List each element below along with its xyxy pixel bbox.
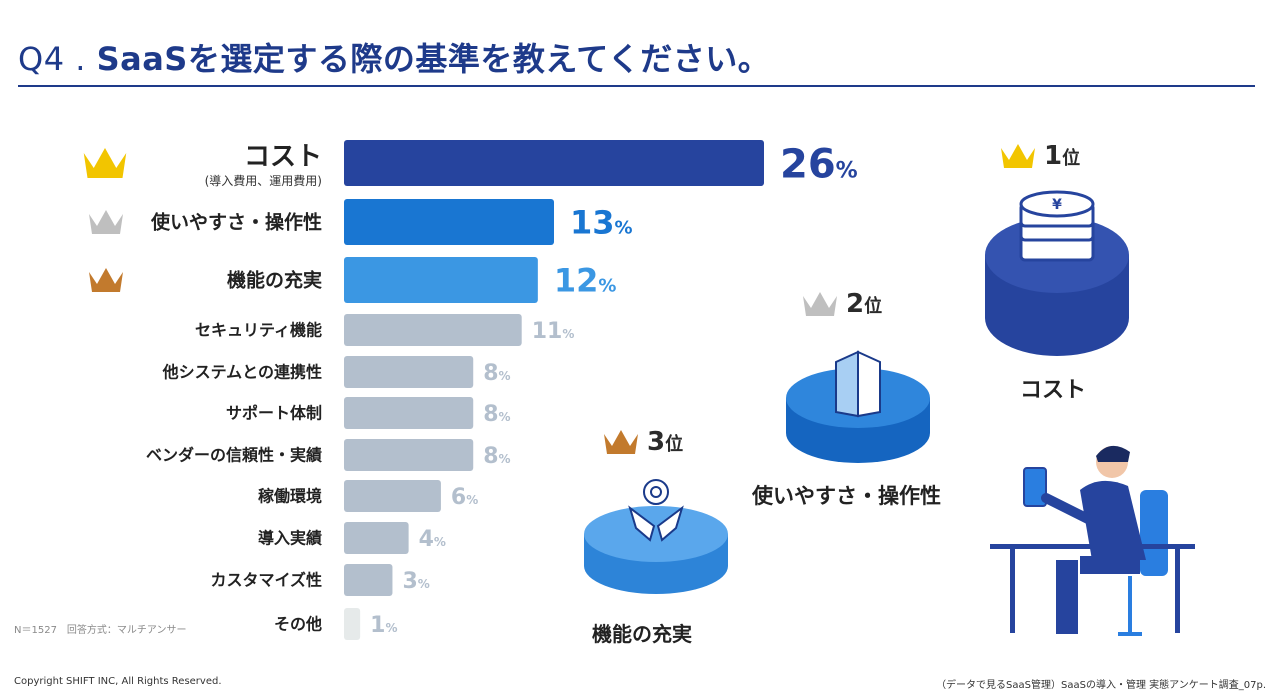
- value-label-2: 13%: [570, 204, 633, 242]
- category-label-7: ベンダーの信頼性・実績: [146, 446, 322, 465]
- bar-5: [344, 356, 474, 388]
- category-label-2: 使いやすさ・操作性: [150, 211, 322, 234]
- coins-illustration: ¥: [985, 190, 1129, 356]
- silver-crown-icon: [803, 292, 837, 316]
- category-label-5: 他システムとの連携性: [162, 363, 322, 382]
- hands-gear-illustration: [584, 479, 728, 594]
- podium-first-label: コスト: [1020, 378, 1087, 403]
- footnote: N＝1527 回答方式：マルチアンサー: [14, 625, 187, 636]
- value-label-11: 1%: [370, 613, 397, 638]
- podium-second-label: 使いやすさ・操作性: [752, 484, 941, 508]
- bar-6: [344, 397, 474, 429]
- rank-second: 2位: [800, 288, 882, 320]
- gold-crown-icon: [83, 148, 127, 178]
- category-label-9: 導入実績: [258, 529, 322, 548]
- category-note: (導入費用、運用費用): [205, 173, 322, 188]
- bars-layer: [344, 140, 764, 640]
- value-label-8: 6%: [451, 485, 478, 510]
- rank-third: 3位: [601, 426, 683, 458]
- bronze-crown-icon: [89, 268, 123, 292]
- bar-10: [344, 564, 393, 596]
- source-citation: （データで見るSaaS管理）SaaSの導入・管理 実態アンケート調査_07p.: [936, 680, 1266, 691]
- value-labels-layer: 26%13%12%11%8%8%8%6%4%3%1%: [370, 141, 858, 638]
- rank-first-unit: 位: [1062, 148, 1081, 169]
- bar-7: [344, 439, 474, 471]
- person-illustration: [990, 445, 1195, 636]
- copyright: Copyright SHIFT INC, All Rights Reserved…: [14, 676, 222, 687]
- yen-icon: ¥: [1052, 197, 1062, 213]
- bar-9: [344, 522, 409, 554]
- bar-3: [344, 257, 538, 303]
- rank-third-unit: 位: [665, 434, 684, 455]
- bronze-crown-icon: [604, 430, 638, 454]
- rank-second-number: 2: [846, 289, 865, 319]
- rank-second-unit: 位: [864, 296, 883, 317]
- value-label-10: 3%: [402, 569, 429, 594]
- bar-11: [344, 608, 361, 640]
- bar-1: [344, 140, 764, 186]
- category-label-1: コスト: [244, 142, 322, 172]
- value-label-5: 8%: [483, 361, 510, 386]
- book-illustration: [786, 350, 930, 463]
- crowns-layer: [83, 148, 127, 292]
- question-text: SaaSを選定する際の基準を教えてください。: [96, 40, 771, 78]
- category-label-3: 機能の充実: [227, 269, 322, 292]
- podium-third-label: 機能の充実: [592, 622, 692, 646]
- category-labels-layer: コスト使いやすさ・操作性機能の充実セキュリティ機能他システムとの連携性サポート体…: [146, 142, 322, 634]
- value-label-4: 11%: [532, 319, 575, 344]
- bar-2: [344, 199, 554, 245]
- value-label-6: 8%: [483, 402, 510, 427]
- category-label-4: セキュリティ機能: [195, 321, 322, 340]
- value-label-1: 26%: [780, 141, 858, 187]
- category-label-6: サポート体制: [226, 404, 322, 423]
- bar-4: [344, 314, 522, 346]
- silver-crown-icon: [89, 210, 123, 234]
- question-number: Q4 .: [18, 40, 86, 78]
- category-label-11: その他: [274, 615, 322, 634]
- page-title: Q4 . SaaSを選定する際の基準を教えてください。: [18, 34, 770, 80]
- rank-first-number: 1: [1044, 141, 1063, 171]
- category-label-8: 稼働環境: [258, 487, 322, 506]
- bar-8: [344, 480, 441, 512]
- rank-third-number: 3: [647, 427, 666, 457]
- value-label-7: 8%: [483, 444, 510, 469]
- category-label-10: カスタマイズ性: [210, 571, 322, 590]
- gold-crown-icon: [1001, 144, 1035, 168]
- value-label-3: 12%: [554, 262, 617, 300]
- rank-first: 1位: [998, 140, 1080, 172]
- value-label-9: 4%: [419, 527, 446, 552]
- title-divider: [18, 85, 1255, 87]
